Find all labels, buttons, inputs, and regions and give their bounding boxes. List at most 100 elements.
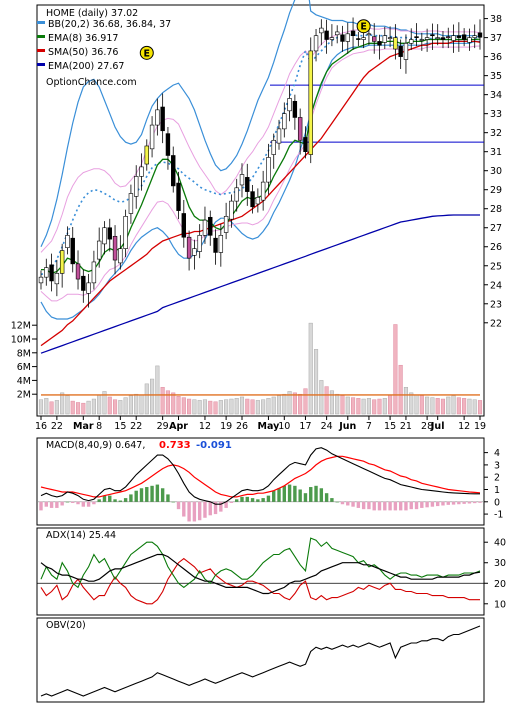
macd-histogram-bar [187,501,191,522]
macd-histogram-bar [44,501,48,507]
volume-bar [144,383,149,415]
candle-body [440,37,446,40]
volume-bar [398,364,403,415]
x-tick-label: 16 [35,421,47,432]
price-tick-label: 36 [490,52,502,63]
macd-histogram-bar [166,494,170,502]
candle-body [65,235,70,248]
volume-bar [239,396,245,415]
price-tick-label: 31 [490,147,502,158]
volume-bar [202,399,208,415]
volume-bar [229,398,234,415]
x-tick-label: Mar [73,421,94,432]
macd-histogram-bar [234,499,239,502]
macd-histogram-bar [430,501,435,507]
ema200-line [40,214,480,354]
candle-body [208,216,213,236]
volume-bar [165,390,170,415]
candle-body [44,267,49,278]
volume-bar [176,396,181,415]
macd-tick-label: 2 [494,473,500,484]
candle-body [81,275,86,291]
price-tick-label: 35 [490,71,502,82]
candle-body [350,30,356,37]
volume-bar [134,393,139,415]
candle-body [176,182,181,211]
candle-body [398,45,403,57]
macd-histogram-bar [250,498,255,502]
volume-bar [192,399,197,415]
volume-bar [255,400,260,415]
price-tick-label: 29 [490,185,502,196]
candle-body [255,197,261,205]
macd-histogram-bar [219,501,223,512]
candle-body [456,35,462,38]
candle-body [387,37,393,39]
candle-body [59,250,65,274]
volume-tick-label: 12M [11,321,31,332]
bb-upper-line [40,0,481,247]
candle-body [297,117,303,141]
macd-tick-label: 4 [494,448,500,459]
volume-bar [372,399,377,415]
adx-frame [36,527,485,616]
macd-histogram-bar [160,488,165,502]
macd-histogram-bar [361,501,366,510]
price-tick-label: 38 [490,14,502,25]
obv-panel [36,617,485,703]
volume-bar [150,378,155,415]
volume-bar [65,395,70,415]
volume-bar [112,399,118,415]
price-tick-label: 26 [490,242,502,253]
macd-histogram-bar [451,501,456,505]
candle-body [303,137,308,152]
macd-histogram-bar [60,501,64,506]
legend-ema200: EMA(200) 27.67 [48,61,124,72]
volume-bar [313,349,319,415]
macd-histogram-bar [155,484,160,502]
adx-tick-label: 20 [494,579,506,590]
macd-histogram-bar [145,487,149,502]
volume-bar [160,387,165,415]
candle-body [430,34,435,37]
volume-bar [462,398,467,415]
macd-histogram-bar [351,501,355,507]
candle-body [319,27,324,34]
earnings-marker [139,45,154,60]
candle-body [271,139,276,155]
volume-tick-label: 2M [17,390,31,401]
volume-bar [356,398,361,415]
candle-body [70,237,75,265]
volume-bar [86,400,91,415]
candle-body [361,37,366,40]
legend-swatch-sma50 [37,49,45,52]
candle-body [467,37,472,43]
macd-histogram-bar [192,501,197,522]
candle-body [324,30,329,40]
macd-histogram-bar [139,488,144,502]
volume-bar [456,397,461,415]
price-tick-label: 25 [490,261,502,272]
macd-histogram-bar [425,501,429,508]
macd-signal-line [40,455,481,498]
volume-bar [155,365,160,415]
volume-bar [181,397,186,415]
volume-bar [266,398,271,415]
candle-body [202,219,208,236]
candle-body [160,106,165,132]
volume-bar [435,398,440,415]
legend-ema8: EMA(8) 36.917 [48,33,118,44]
macd-histogram-bar [457,501,461,505]
volume-bar [81,402,86,415]
macd-histogram-bar [478,501,482,503]
volume-bar [91,398,96,415]
candle-body [260,181,266,201]
candle-body [287,98,292,112]
adx-line [40,553,481,595]
macd-histogram-bar [303,493,308,502]
volume-bar [477,400,483,415]
price-tick-label: 37 [490,33,502,44]
candle-body [223,216,229,233]
macd-hist-value: -0.091 [196,440,232,451]
adx-title: ADX(14) 25.44 [46,530,116,541]
